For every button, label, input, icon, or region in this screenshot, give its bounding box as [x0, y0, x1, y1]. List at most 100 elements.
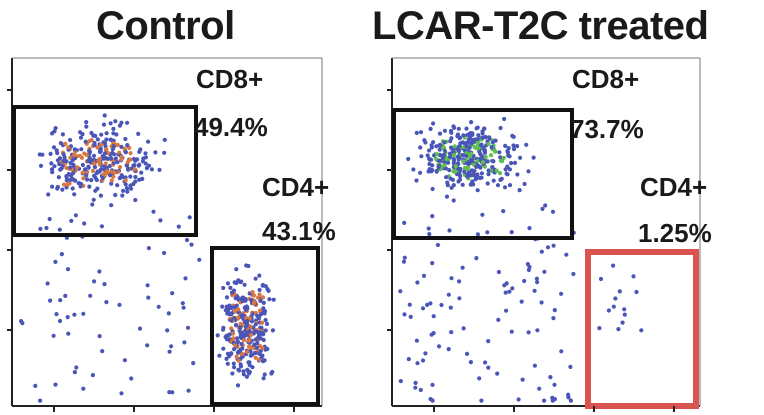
treated-event-dot: [497, 150, 502, 155]
treated-event-dot: [477, 376, 482, 381]
treated-event-dot: [472, 145, 477, 150]
control-event-dot: [180, 301, 185, 306]
control-event-dot: [240, 346, 245, 351]
treated-event-dot: [496, 317, 501, 322]
control-event-dot: [79, 147, 84, 152]
treated-cd4-percent: 1.25%: [638, 218, 712, 248]
treated-event-dot: [414, 338, 419, 343]
control-event-dot: [189, 242, 194, 247]
treated-event-dot: [490, 165, 495, 170]
control-event-dot: [131, 181, 136, 187]
treated-event-dot: [505, 172, 510, 177]
treated-event-dot: [445, 183, 450, 188]
control-event-dot: [146, 295, 151, 300]
treated-event-dot: [526, 330, 531, 335]
treated-event-dot: [483, 360, 488, 365]
control-event-dot: [57, 156, 63, 161]
control-event-dot: [255, 295, 261, 300]
control-event-dot: [232, 315, 237, 321]
control-event-dot: [53, 382, 58, 387]
control-event-dot: [221, 327, 226, 332]
control-event-dot: [240, 351, 245, 356]
treated-event-dot: [433, 156, 439, 161]
treated-event-dot: [443, 166, 448, 171]
treated-panel-title: LCAR-T2C treated: [372, 4, 709, 48]
control-event-dot: [84, 173, 89, 178]
control-event-dot: [99, 224, 104, 229]
control-event-dot: [40, 152, 45, 157]
treated-event-dot: [531, 155, 536, 160]
treated-event-dot: [464, 153, 469, 159]
treated-event-dot: [408, 314, 413, 319]
control-event-dot: [128, 151, 133, 156]
treated-event-dot: [622, 312, 627, 317]
treated-event-dot: [406, 156, 411, 162]
control-event-dot: [122, 358, 127, 363]
treated-event-dot: [503, 290, 508, 295]
control-event-dot: [270, 328, 275, 333]
control-event-dot: [260, 295, 266, 300]
treated-event-dot: [444, 175, 449, 180]
control-event-dot: [99, 142, 104, 147]
control-event-dot: [81, 386, 86, 391]
treated-event-dot: [460, 265, 465, 270]
treated-event-dot: [498, 155, 503, 160]
control-event-dot: [241, 372, 246, 377]
treated-event-dot: [427, 161, 432, 167]
treated-event-dot: [402, 312, 407, 317]
treated-event-dot: [469, 120, 474, 125]
control-event-dot: [93, 175, 98, 180]
control-event-dot: [261, 376, 266, 381]
treated-event-dot: [495, 183, 501, 188]
control-event-dot: [253, 350, 258, 356]
control-event-dot: [102, 141, 108, 146]
treated-event-dot: [475, 188, 480, 193]
control-cd8-gate: [12, 105, 198, 237]
control-event-dot: [100, 175, 105, 181]
control-event-dot: [248, 332, 253, 337]
treated-event-dot: [485, 230, 490, 235]
treated-event-dot: [414, 130, 419, 135]
treated-event-dot: [548, 375, 553, 380]
treated-event-dot: [451, 198, 456, 203]
treated-event-dot: [481, 145, 486, 150]
treated-event-dot: [499, 176, 504, 181]
control-event-dot: [162, 137, 167, 142]
treated-event-dot: [526, 169, 531, 174]
treated-event-dot: [485, 159, 490, 164]
control-event-dot: [241, 338, 247, 343]
control-event-dot: [68, 165, 73, 170]
treated-event-dot: [461, 133, 466, 138]
control-event-dot: [231, 288, 237, 293]
control-event-dot: [58, 167, 63, 172]
treated-event-dot: [469, 151, 474, 156]
control-event-dot: [104, 147, 109, 152]
treated-event-dot: [489, 145, 494, 150]
treated-event-dot: [411, 167, 416, 172]
control-event-dot: [248, 349, 253, 354]
treated-event-dot: [552, 397, 558, 402]
control-event-dot: [72, 153, 77, 158]
treated-event-dot: [524, 142, 529, 147]
treated-event-dot: [507, 183, 513, 188]
treated-event-dot: [434, 144, 439, 149]
control-event-dot: [53, 126, 58, 131]
control-event-dot: [128, 174, 133, 179]
control-event-dot: [235, 295, 240, 300]
treated-event-dot: [517, 188, 522, 193]
control-event-dot: [125, 189, 130, 194]
treated-event-dot: [442, 140, 447, 145]
control-event-dot: [234, 267, 239, 272]
treated-event-dot: [431, 121, 436, 126]
control-event-dot: [83, 139, 88, 144]
control-event-dot: [78, 181, 83, 186]
treated-event-dot: [502, 116, 507, 122]
control-event-dot: [133, 197, 138, 203]
treated-event-dot: [428, 301, 433, 306]
control-event-dot: [252, 329, 258, 334]
control-event-dot: [108, 121, 113, 126]
control-event-dot: [254, 345, 259, 350]
control-cd8-percent: 49.4%: [194, 112, 268, 142]
treated-event-dot: [450, 177, 455, 182]
treated-event-dot: [552, 308, 557, 313]
